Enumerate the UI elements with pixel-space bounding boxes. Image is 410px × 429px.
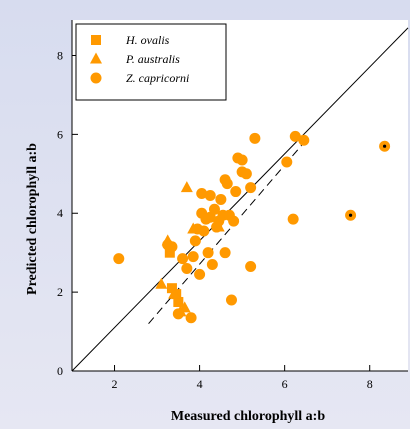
z-capricorni-point — [202, 247, 214, 259]
z-capricorni-point — [219, 247, 231, 259]
z-capricorni-point — [208, 203, 220, 215]
y-axis-label: Predicted chlorophyll a:b — [25, 143, 40, 295]
y-tick-label: 8 — [57, 48, 63, 62]
axes: 2 4 6 8 0 2 4 6 8 — [57, 20, 408, 391]
data-points — [113, 130, 391, 324]
one-to-one-line — [71, 27, 409, 372]
h-ovalis-point — [173, 296, 184, 307]
z-capricorni-point — [249, 132, 261, 144]
legend-marker — [91, 35, 101, 45]
z-capricorni-point — [287, 213, 299, 225]
z-capricorni-point — [187, 251, 199, 263]
z-capricorni-point — [245, 260, 257, 272]
outlier-center — [348, 213, 353, 217]
z-capricorni-point — [181, 262, 193, 274]
legend-marker — [90, 52, 102, 64]
z-capricorni-point — [221, 178, 233, 190]
z-capricorni-point — [198, 225, 210, 237]
z-capricorni-point — [298, 134, 310, 146]
z-capricorni-point — [206, 259, 218, 271]
legend-label: H. ovalis — [125, 33, 170, 47]
z-capricorni-point — [189, 235, 201, 247]
legend: H. ovalis P. australis Z. capricorni — [75, 23, 227, 101]
legend-label: Z. capricorni — [126, 71, 189, 85]
x-tick-label: 8 — [367, 377, 373, 391]
z-capricorni-point — [215, 193, 227, 205]
z-capricorni-point — [245, 182, 257, 194]
z-capricorni-point — [166, 241, 178, 253]
z-capricorni-point — [230, 186, 242, 198]
z-capricorni-point — [172, 308, 184, 320]
z-capricorni-point — [281, 156, 293, 168]
y-tick-label: 0 — [57, 364, 63, 378]
z-capricorni-point — [196, 188, 208, 200]
legend-marker — [90, 72, 102, 84]
p-australis-point — [180, 181, 193, 193]
z-capricorni-point — [236, 154, 248, 166]
z-capricorni-point — [225, 294, 237, 306]
z-capricorni-point — [113, 253, 125, 265]
z-capricorni-point — [204, 190, 216, 201]
h-ovalis-point — [166, 283, 177, 294]
outlier-center — [383, 144, 387, 148]
z-capricorni-point — [177, 253, 189, 265]
p-australis-point — [168, 287, 181, 299]
z-capricorni-point — [185, 312, 197, 324]
z-capricorni-point — [228, 215, 240, 227]
p-australis-point — [155, 277, 168, 289]
y-tick-label: 6 — [57, 127, 63, 141]
h-ovalis-point — [164, 247, 175, 258]
x-tick-label: 4 — [197, 377, 203, 391]
z-capricorni-point — [289, 130, 301, 142]
z-capricorni-point — [240, 168, 252, 180]
y-tick-label: 2 — [57, 285, 63, 299]
x-axis-label: Measured chlorophyll a:b — [171, 409, 325, 424]
x-tick-label: 2 — [112, 377, 118, 391]
x-tick-label: 6 — [282, 377, 288, 391]
y-tick-label: 4 — [57, 206, 63, 220]
z-capricorni-point — [194, 268, 206, 280]
legend-label: P. australis — [125, 52, 180, 66]
